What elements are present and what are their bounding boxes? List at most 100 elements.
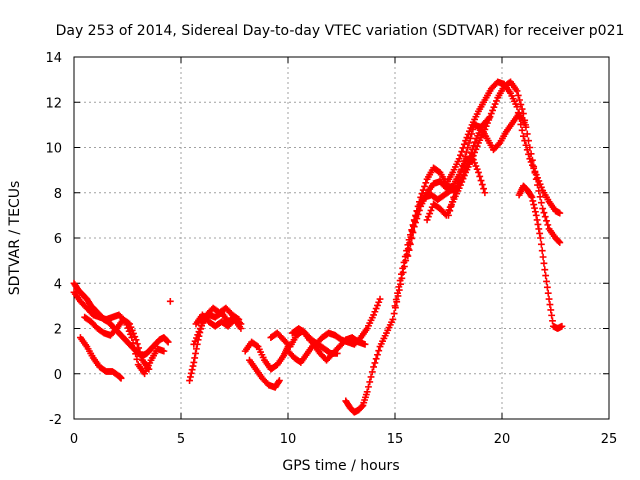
data-point: [191, 354, 199, 362]
data-point: [136, 348, 144, 356]
data-point: [555, 238, 563, 246]
data-point: [145, 365, 153, 373]
data-point: [190, 340, 198, 348]
data-point: [487, 110, 495, 117]
data-point: [456, 171, 464, 179]
series-arc-17: [445, 110, 529, 219]
data-point: [537, 199, 545, 207]
data-point: [446, 207, 454, 215]
data-point: [495, 140, 502, 148]
data-point: [374, 351, 381, 359]
data-point: [367, 373, 375, 381]
data-point: [484, 119, 491, 127]
data-point: [375, 347, 383, 355]
data-point: [372, 355, 380, 363]
data-point: [477, 177, 485, 184]
data-point: [454, 180, 461, 188]
data-point: [526, 144, 534, 151]
data-point: [472, 145, 480, 153]
data-point: [191, 337, 199, 345]
data-point: [133, 355, 141, 363]
data-point: [556, 209, 564, 217]
y-tick-label: -2: [49, 413, 62, 428]
data-point: [455, 175, 463, 183]
data-point: [423, 216, 431, 224]
data-point: [462, 137, 470, 145]
x-tick-label: 15: [387, 432, 404, 447]
data-point: [371, 308, 379, 316]
data-point: [469, 152, 477, 160]
data-point: [546, 301, 554, 308]
data-point: [455, 155, 463, 163]
series-arc-3: [77, 334, 125, 382]
data-point: [237, 325, 245, 332]
data-point: [417, 193, 425, 201]
data-point: [461, 153, 469, 160]
data-point: [473, 165, 481, 173]
data-point: [405, 246, 413, 254]
data-point: [464, 144, 472, 151]
data-point: [532, 175, 540, 183]
data-point: [471, 138, 479, 146]
data-point: [399, 264, 407, 272]
series-arc-16: [423, 78, 564, 246]
data-point: [130, 330, 137, 337]
data-point: [493, 97, 500, 105]
data-point: [132, 336, 140, 344]
data-point: [533, 216, 541, 224]
data-point: [543, 283, 551, 291]
data-point: [522, 121, 529, 129]
data-point: [164, 338, 172, 346]
data-point: [472, 162, 480, 170]
data-point: [186, 377, 193, 384]
data-point: [556, 239, 564, 246]
chart-title: Day 253 of 2014, Sidereal Day-to-day VTE…: [56, 23, 625, 39]
data-point: [547, 306, 555, 314]
data-point: [466, 135, 474, 142]
data-point: [370, 311, 377, 319]
data-point: [414, 211, 422, 218]
data-point: [333, 349, 341, 357]
data-point: [371, 359, 379, 367]
data-point: [163, 337, 171, 345]
data-point: [471, 149, 479, 156]
data-point: [543, 217, 550, 225]
data-point: [530, 163, 538, 170]
data-point: [448, 198, 456, 206]
data-point: [457, 166, 465, 174]
data-point: [422, 179, 430, 187]
data-point: [392, 296, 400, 303]
data-point: [459, 162, 467, 169]
data-point: [476, 173, 484, 180]
data-point: [469, 126, 477, 133]
data-point: [531, 208, 539, 216]
data-point: [457, 151, 464, 159]
data-point: [517, 101, 525, 108]
data-point: [463, 134, 471, 141]
data-point: [418, 190, 426, 198]
data-point: [528, 193, 536, 201]
data-point: [391, 302, 399, 310]
data-point: [188, 366, 196, 374]
data-point: [535, 225, 543, 233]
y-tick-label: 4: [54, 277, 62, 292]
data-point: [451, 189, 459, 197]
data-point: [195, 328, 203, 336]
data-point: [478, 181, 486, 189]
y-tick-label: 8: [54, 187, 62, 202]
data-point: [187, 373, 194, 381]
series-arc-9: [246, 356, 283, 391]
data-point: [468, 130, 476, 138]
series-isolated: [166, 297, 174, 305]
data-point: [465, 139, 473, 147]
data-point: [525, 137, 532, 145]
grid: [74, 57, 609, 419]
data-point: [131, 333, 139, 341]
data-point: [558, 322, 566, 330]
series-arc-15: [404, 153, 489, 260]
y-tick-label: 0: [54, 368, 62, 383]
data-point: [518, 126, 526, 134]
data-point: [407, 240, 414, 248]
x-tick-label: 10: [280, 432, 297, 447]
